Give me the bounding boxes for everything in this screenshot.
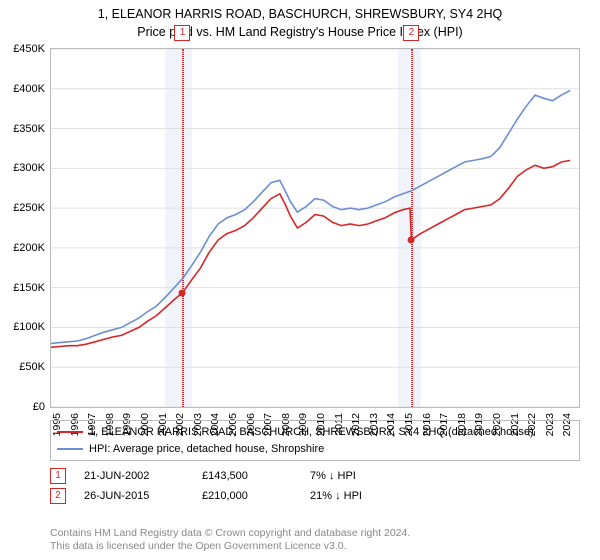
price-chart: £0£50K£100K£150K£200K£250K£300K£350K£400… <box>50 48 580 408</box>
transaction-date: 26-JUN-2015 <box>84 490 184 502</box>
y-axis-tick: £200K <box>13 242 45 254</box>
y-axis-tick: £450K <box>13 43 45 55</box>
transaction-marker: 2 <box>50 488 66 504</box>
y-axis-tick: £400K <box>13 83 45 95</box>
legend-label: HPI: Average price, detached house, Shro… <box>89 441 324 458</box>
y-axis-tick: £100K <box>13 321 45 333</box>
legend-entry: 1, ELEANOR HARRIS ROAD, BASCHURCH, SHREW… <box>57 424 573 441</box>
sale-point <box>179 289 186 296</box>
transaction-delta: 21% ↓ HPI <box>310 490 362 502</box>
transaction-price: £143,500 <box>202 470 292 482</box>
legend-swatch <box>57 448 83 450</box>
transaction-price: £210,000 <box>202 490 292 502</box>
transaction-row: 2 26-JUN-2015 £210,000 21% ↓ HPI <box>50 486 580 506</box>
transaction-row: 1 21-JUN-2002 £143,500 7% ↓ HPI <box>50 466 580 486</box>
y-axis-tick: £300K <box>13 162 45 174</box>
legend-entry: HPI: Average price, detached house, Shro… <box>57 441 573 458</box>
y-axis-tick: £0 <box>33 401 45 413</box>
y-axis-tick: £50K <box>19 361 45 373</box>
y-axis-tick: £350K <box>13 123 45 135</box>
footer-line: This data is licensed under the Open Gov… <box>50 540 410 554</box>
transaction-table: 1 21-JUN-2002 £143,500 7% ↓ HPI 2 26-JUN… <box>50 466 580 506</box>
chart-legend: 1, ELEANOR HARRIS ROAD, BASCHURCH, SHREW… <box>50 420 580 461</box>
sale-point <box>408 236 415 243</box>
transaction-date: 21-JUN-2002 <box>84 470 184 482</box>
legend-swatch <box>57 431 83 433</box>
footer-attribution: Contains HM Land Registry data © Crown c… <box>50 527 410 554</box>
legend-label: 1, ELEANOR HARRIS ROAD, BASCHURCH, SHREW… <box>89 424 534 441</box>
footer-line: Contains HM Land Registry data © Crown c… <box>50 527 410 541</box>
chart-title: 1, ELEANOR HARRIS ROAD, BASCHURCH, SHREW… <box>0 6 600 24</box>
transaction-marker: 1 <box>50 468 66 484</box>
y-axis-tick: £150K <box>13 282 45 294</box>
y-axis-tick: £250K <box>13 202 45 214</box>
event-marker: 2 <box>403 25 419 41</box>
transaction-delta: 7% ↓ HPI <box>310 470 356 482</box>
chart-subtitle: Price paid vs. HM Land Registry's House … <box>0 24 600 42</box>
event-marker: 1 <box>174 25 190 41</box>
chart-titles: 1, ELEANOR HARRIS ROAD, BASCHURCH, SHREW… <box>0 0 600 41</box>
